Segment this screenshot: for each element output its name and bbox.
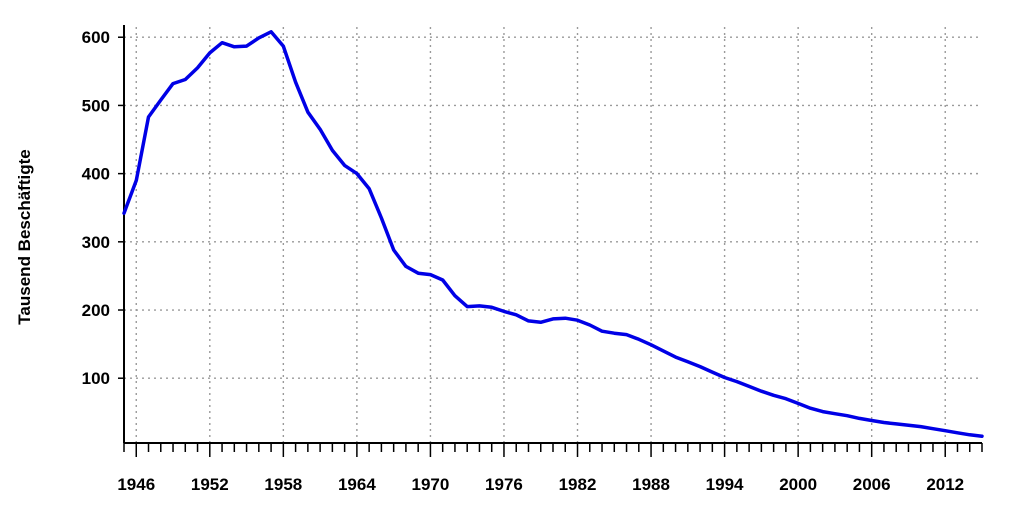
x-tick-label: 2012 (926, 475, 964, 494)
y-tick-label: 100 (82, 369, 110, 388)
series (122, 30, 984, 438)
y-tick-label: 500 (82, 96, 110, 115)
y-tick-label: 300 (82, 233, 110, 252)
x-tick-label: 2000 (779, 475, 817, 494)
x-tick-label: 1994 (706, 475, 744, 494)
y-axis-title: Tausend Beschäftigte (15, 149, 34, 324)
y-tick-label: 200 (82, 301, 110, 320)
x-tick-label: 1958 (264, 475, 302, 494)
y-tick-label: 400 (82, 165, 110, 184)
x-tick-label: 1946 (117, 475, 155, 494)
ticks: 100 200 300 400 500 600 1946 1952 1958 1964 1970 19… (82, 28, 983, 494)
x-tick-label: 1952 (191, 475, 229, 494)
x-tick-label: 1964 (338, 475, 376, 494)
x-tick-label: 2006 (853, 475, 891, 494)
x-tick-label: 1970 (412, 475, 450, 494)
x-tick-label: 1976 (485, 475, 523, 494)
x-tick-label: 1988 (632, 475, 670, 494)
series-line (122, 30, 984, 438)
axes (123, 25, 982, 444)
x-tick-label: 1982 (559, 475, 597, 494)
grid (124, 27, 982, 443)
y-tick-label: 600 (82, 28, 110, 47)
